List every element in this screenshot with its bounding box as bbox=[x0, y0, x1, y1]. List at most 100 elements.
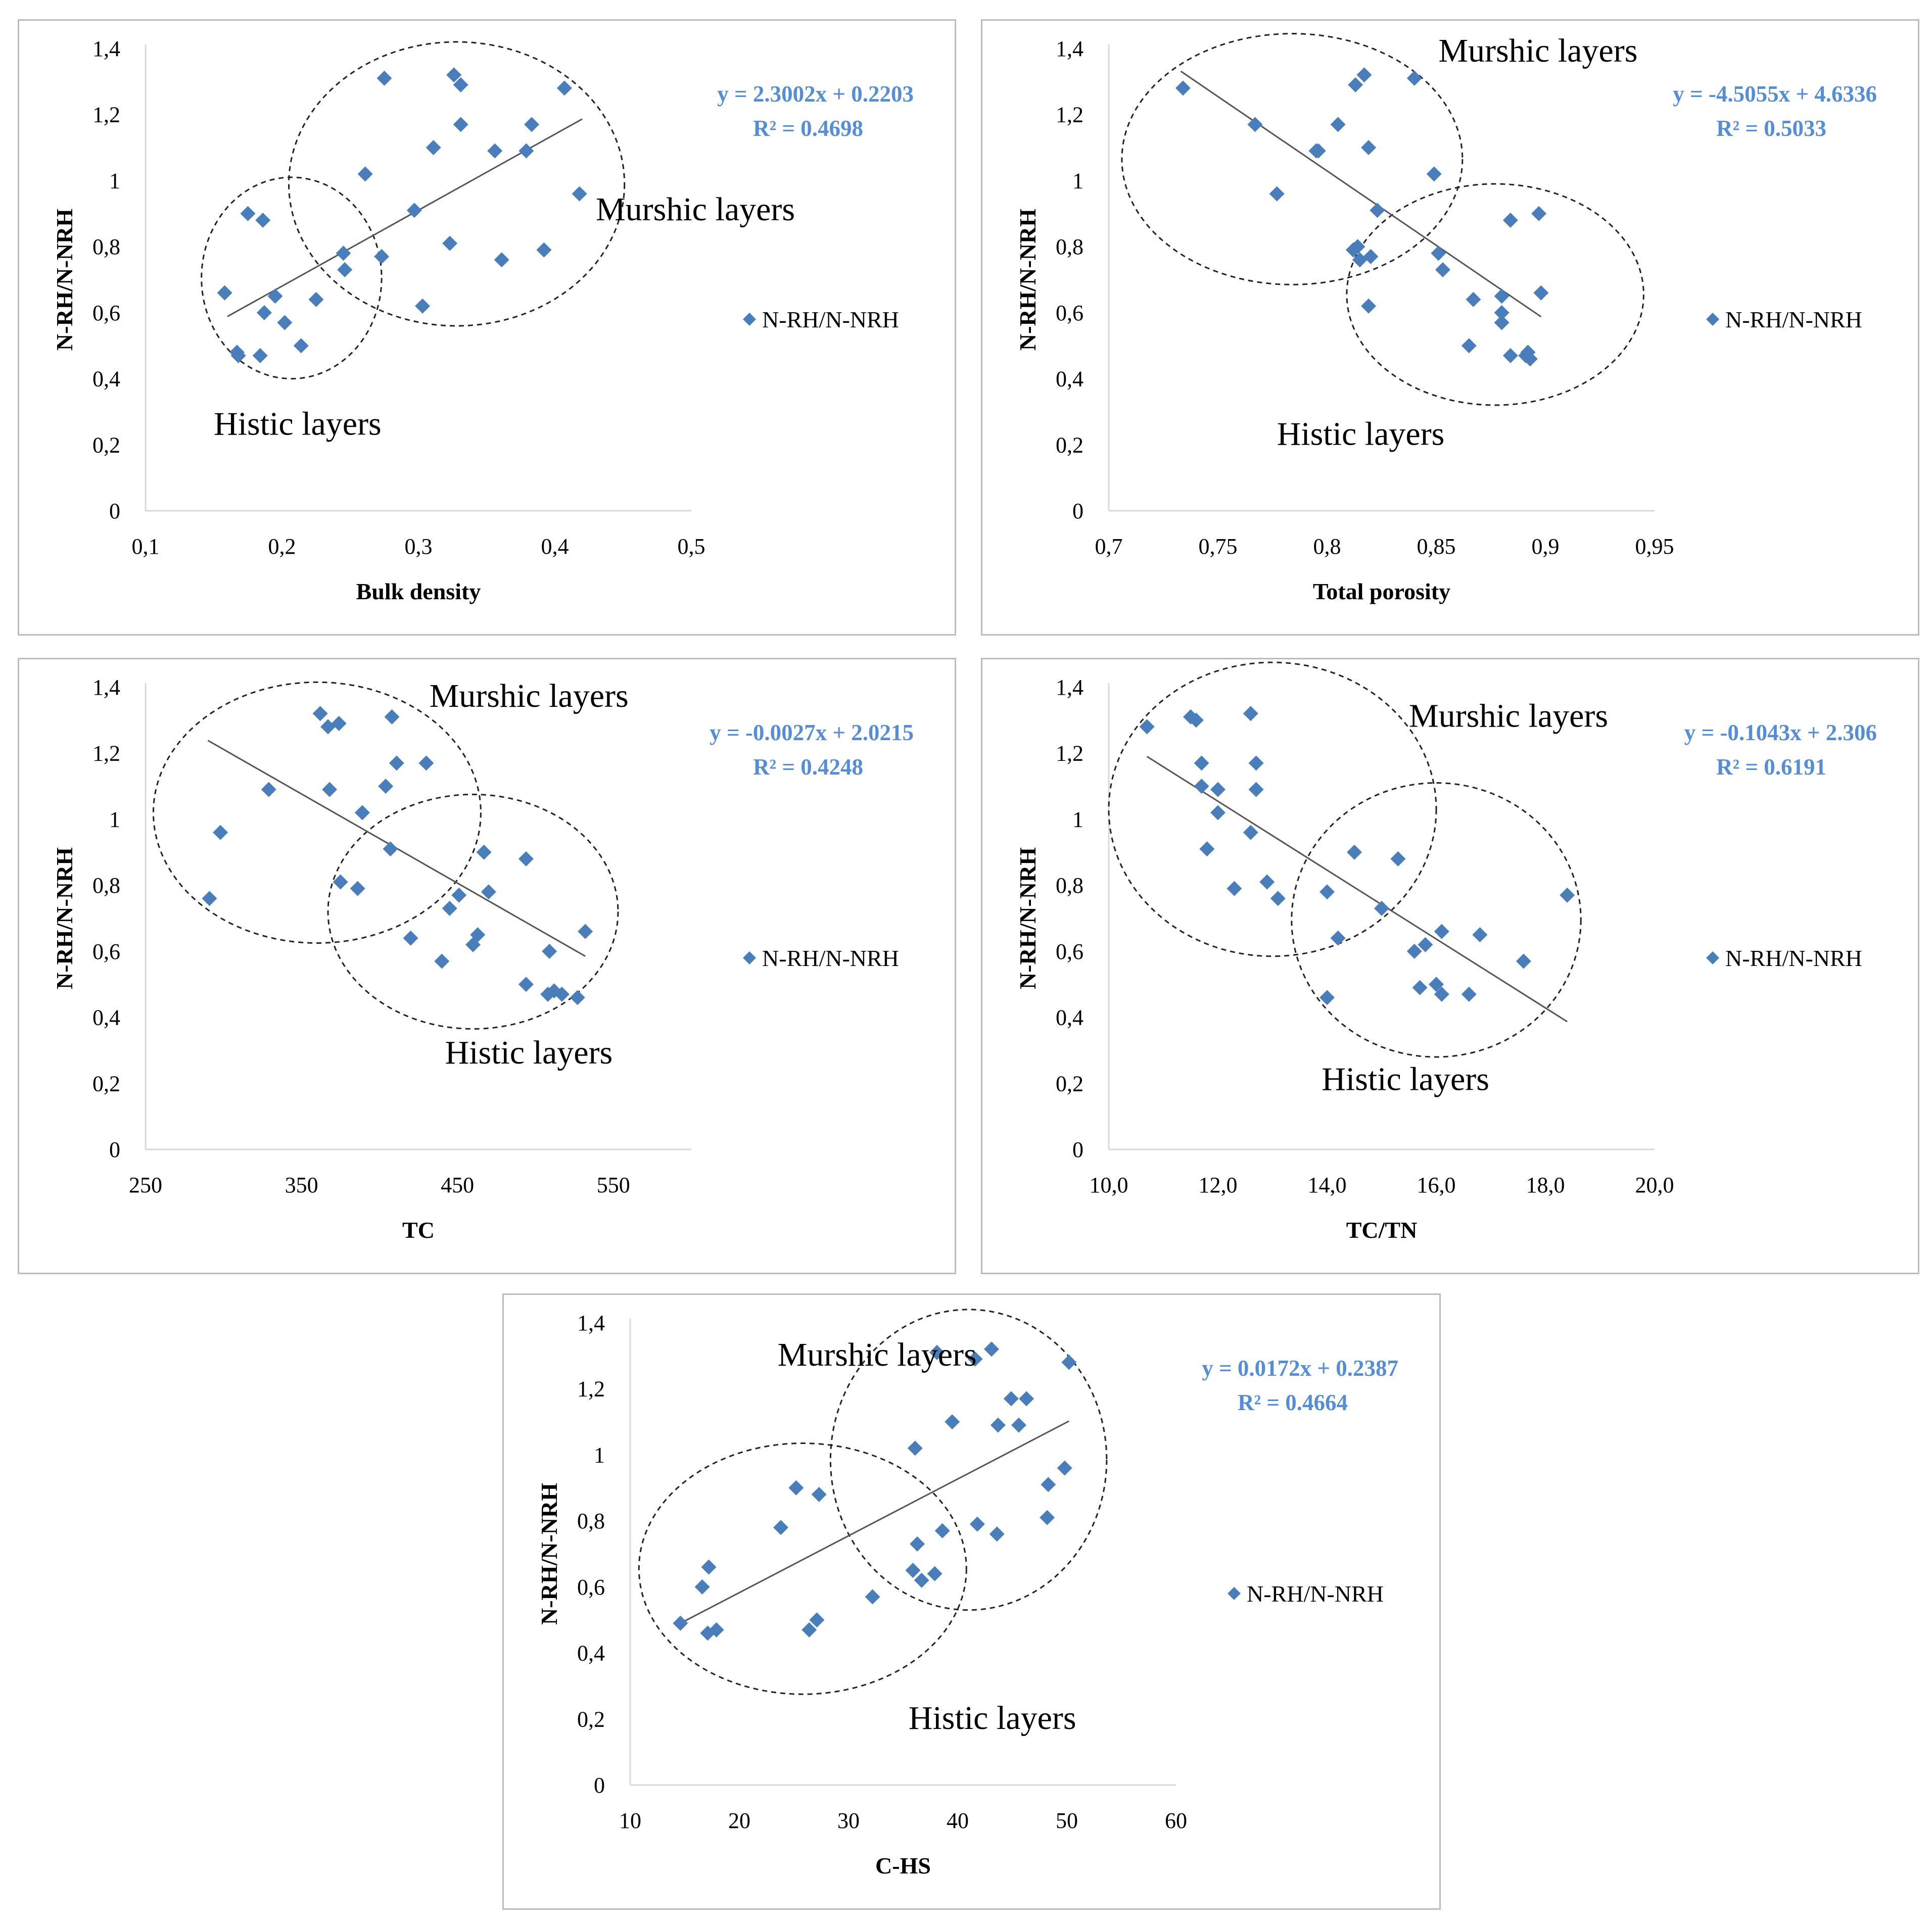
trendline-equation: y = 2.3002x + 0.2203 bbox=[717, 81, 914, 107]
data-point bbox=[1350, 239, 1365, 255]
x-tick-label: 0,5 bbox=[678, 534, 705, 559]
y-tick-label: 0,6 bbox=[577, 1575, 605, 1600]
group-label: Histic layers bbox=[214, 406, 382, 443]
y-tick-label: 1 bbox=[109, 168, 120, 193]
y-tick-label: 1,4 bbox=[1056, 36, 1083, 61]
data-point bbox=[451, 887, 467, 903]
data-point bbox=[336, 246, 351, 261]
data-point bbox=[907, 1440, 923, 1456]
data-point bbox=[1348, 77, 1363, 92]
x-tick-label: 0,85 bbox=[1417, 534, 1456, 559]
data-point bbox=[570, 990, 585, 1005]
trendline-equation: y = -4.5055x + 4.6336 bbox=[1673, 81, 1877, 107]
data-point bbox=[389, 755, 404, 771]
data-point bbox=[554, 986, 570, 1002]
data-point bbox=[476, 844, 492, 860]
group-ellipse bbox=[152, 681, 482, 944]
legend-marker bbox=[1706, 951, 1719, 965]
y-axis-title: N-RH/N-NRH bbox=[52, 847, 77, 989]
data-point bbox=[1522, 351, 1538, 367]
data-point bbox=[376, 70, 392, 86]
data-point bbox=[1461, 338, 1477, 354]
x-tick-label: 60 bbox=[1165, 1808, 1187, 1833]
data-point bbox=[934, 1523, 950, 1538]
data-point bbox=[1199, 841, 1215, 857]
data-point bbox=[1361, 140, 1377, 156]
data-point bbox=[1243, 706, 1258, 721]
data-point bbox=[914, 1572, 929, 1588]
data-point bbox=[542, 943, 557, 959]
data-point bbox=[1370, 203, 1385, 218]
data-point bbox=[1406, 70, 1422, 86]
y-tick-label: 0,6 bbox=[1056, 939, 1083, 964]
data-point bbox=[331, 715, 347, 731]
r-squared-label: R² = 0.6191 bbox=[1716, 754, 1826, 780]
x-tick-label: 12,0 bbox=[1199, 1173, 1238, 1197]
r-squared-label: R² = 0.5033 bbox=[1716, 116, 1826, 141]
x-tick-label: 10 bbox=[619, 1808, 641, 1833]
y-axis-title: N-RH/N-NRH bbox=[52, 209, 77, 351]
data-point bbox=[990, 1417, 1006, 1433]
x-tick-label: 30 bbox=[837, 1808, 860, 1833]
data-point bbox=[308, 292, 324, 307]
x-tick-label: 10,0 bbox=[1090, 1173, 1128, 1197]
x-tick-label: 20,0 bbox=[1635, 1173, 1674, 1197]
data-point bbox=[453, 77, 468, 92]
data-point bbox=[1330, 930, 1346, 946]
data-point bbox=[1347, 844, 1362, 860]
y-tick-label: 0 bbox=[109, 499, 120, 523]
data-point bbox=[989, 1526, 1005, 1542]
x-tick-label: 0,75 bbox=[1199, 534, 1238, 559]
x-tick-label: 20 bbox=[728, 1808, 750, 1833]
r-squared-label: R² = 0.4664 bbox=[1238, 1390, 1348, 1415]
data-point bbox=[357, 166, 373, 182]
data-point bbox=[1330, 117, 1346, 132]
data-point bbox=[406, 203, 422, 218]
data-point bbox=[1516, 953, 1531, 969]
legend-label: N-RH/N-NRH bbox=[1725, 945, 1862, 971]
data-point bbox=[1374, 900, 1389, 916]
data-point bbox=[1412, 980, 1428, 995]
x-tick-label: 0,7 bbox=[1095, 534, 1123, 559]
y-tick-label: 0,6 bbox=[1056, 301, 1083, 325]
y-tick-label: 0,6 bbox=[92, 301, 120, 325]
data-point bbox=[1356, 67, 1372, 83]
data-point bbox=[446, 67, 462, 83]
data-point bbox=[556, 80, 572, 96]
data-point bbox=[252, 348, 268, 363]
data-point bbox=[1194, 779, 1209, 794]
data-point bbox=[1494, 315, 1510, 330]
y-tick-label: 0,8 bbox=[92, 873, 120, 898]
data-point bbox=[1247, 117, 1263, 132]
data-point bbox=[418, 755, 434, 771]
data-point bbox=[1210, 805, 1226, 821]
data-point bbox=[1019, 1391, 1034, 1407]
chart-panel-total-porosity: 0 0,2 0,4 0,6 0,8 1 1,2 1,4 0,7 0,75 0,8 0,85 0,9 0,9… bbox=[981, 19, 1919, 636]
data-point bbox=[312, 706, 328, 721]
x-tick-label: 0,9 bbox=[1532, 534, 1560, 559]
chart-panel-bulk-density: 0 0,2 0,4 0,6 0,8 1 1,2 1,4 0,1 0,2 0,3 0,4 0,5 Bulk … bbox=[18, 19, 956, 636]
data-point bbox=[1361, 298, 1377, 314]
scatter-plot-bulk-density: 0 0,2 0,4 0,6 0,8 1 1,2 1,4 0,1 0,2 0,3 0,4 0,5 Bulk … bbox=[52, 36, 914, 604]
data-point bbox=[983, 1341, 999, 1357]
data-point bbox=[1434, 986, 1449, 1002]
data-point bbox=[1502, 212, 1518, 228]
data-point bbox=[1175, 80, 1191, 96]
y-tick-label: 1,4 bbox=[577, 1311, 605, 1335]
data-point bbox=[518, 851, 534, 866]
data-point bbox=[378, 779, 394, 794]
group-ellipse bbox=[201, 176, 383, 380]
y-tick-label: 0,4 bbox=[92, 367, 120, 392]
data-point bbox=[267, 288, 283, 304]
group-label: Murshic layers bbox=[596, 191, 795, 228]
data-point bbox=[453, 117, 468, 132]
data-point bbox=[1363, 249, 1379, 264]
data-point bbox=[1248, 782, 1264, 797]
trendline-equation: y = -0.0027x + 2.0215 bbox=[710, 720, 914, 745]
data-point bbox=[1040, 1510, 1055, 1525]
y-tick-label: 0,4 bbox=[577, 1641, 605, 1666]
legend-label: N-RH/N-NRH bbox=[1725, 307, 1862, 332]
data-point bbox=[470, 927, 486, 943]
group-ellipse bbox=[1121, 33, 1464, 285]
r-squared-label: R² = 0.4248 bbox=[753, 754, 863, 780]
